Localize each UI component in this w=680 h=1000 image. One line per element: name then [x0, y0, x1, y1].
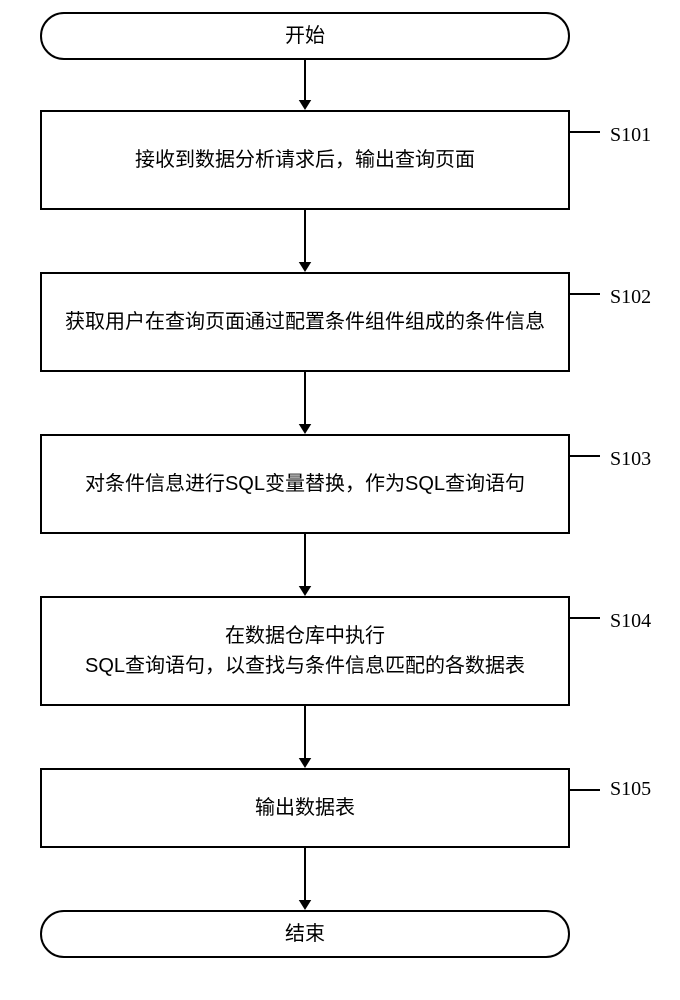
step-s102: 获取用户在查询页面通过配置条件组件组成的条件信息	[40, 272, 570, 372]
step-s105: 输出数据表	[40, 768, 570, 848]
step-s101: 接收到数据分析请求后，输出查询页面	[40, 110, 570, 210]
label-s103: S103	[610, 448, 651, 471]
flowchart-canvas: 开始 接收到数据分析请求后，输出查询页面 获取用户在查询页面通过配置条件组件组成…	[0, 0, 680, 1000]
label-s104: S104	[610, 610, 651, 633]
step-s104: 在数据仓库中执行 SQL查询语句，以查找与条件信息匹配的各数据表	[40, 596, 570, 706]
label-s105: S105	[610, 778, 651, 801]
step-s103: 对条件信息进行SQL变量替换，作为SQL查询语句	[40, 434, 570, 534]
label-s102: S102	[610, 286, 651, 309]
end-terminal: 结束	[40, 910, 570, 958]
label-s101: S101	[610, 124, 651, 147]
start-terminal: 开始	[40, 12, 570, 60]
